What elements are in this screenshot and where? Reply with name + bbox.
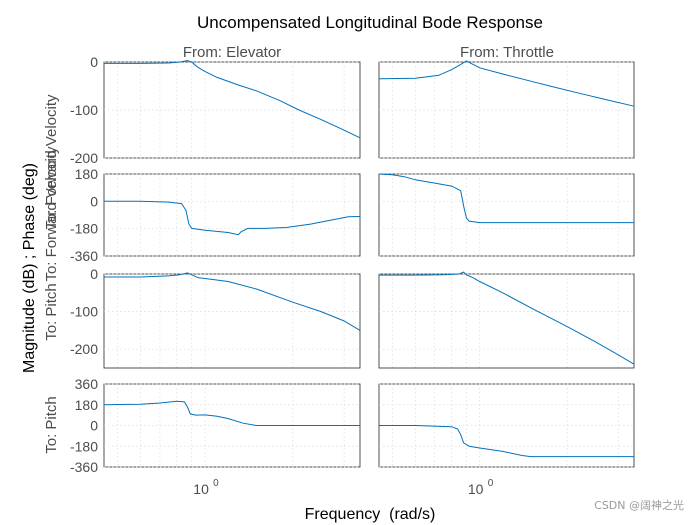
y-tick-label: -200 <box>70 150 98 166</box>
bode-trace <box>104 60 361 139</box>
y-tick-label: 180 <box>75 166 99 182</box>
subplot-grid: 0-100-2001800-180-3600-100-2003601800-18… <box>70 54 635 497</box>
bode-trace <box>103 400 360 426</box>
y-tick-label: 360 <box>75 376 99 392</box>
x-tick-exponent: 0 <box>488 478 494 489</box>
axes-box <box>103 273 361 369</box>
column-title-throttle: From: Throttle <box>460 44 554 61</box>
y-tick-label: 0 <box>90 418 98 434</box>
bode-trace <box>379 271 635 365</box>
y-tick-label: 0 <box>90 266 98 282</box>
watermark-text: CSDN @阔神之光 <box>594 499 684 512</box>
subplot-r1-c0: 180 0 -180 -360 <box>70 166 361 264</box>
row-label-forward-velocity-phase: To: Forward Velocity <box>43 146 60 282</box>
bode-trace <box>104 272 361 331</box>
y-tick-label: -200 <box>70 341 98 357</box>
subplot-r2-c1 <box>378 273 635 369</box>
row-label-pitch: To: Pitch <box>43 396 60 454</box>
y-tick-label: 0 <box>90 54 98 70</box>
y-tick-label: -180 <box>70 438 98 454</box>
y-tick-label: -360 <box>70 459 98 475</box>
bode-trace <box>378 173 634 224</box>
subplot-r0-c0: 0 -100 -200 <box>70 54 361 166</box>
row-label-forward-velocity: To: Forward Velocity <box>43 94 60 230</box>
x-tick-label: 10 <box>468 481 484 497</box>
y-tick-label: -100 <box>70 304 98 320</box>
axes-box <box>378 273 635 369</box>
row-label-pitch-magnitude: To: Pitch <box>43 283 60 341</box>
y-tick-label: 0 <box>90 193 98 209</box>
y-tick-label: 180 <box>75 397 99 413</box>
bode-trace <box>378 60 635 107</box>
axes-box <box>103 173 361 257</box>
chart-title: Uncompensated Longitudinal Bode Response <box>197 13 543 32</box>
y-tick-label: -180 <box>70 221 98 237</box>
bode-trace <box>379 425 634 458</box>
x-tick-label: 10 <box>193 481 209 497</box>
subplot-r1-c1 <box>378 173 635 257</box>
y-axis-label: Magnitude (dB) ; Phase (deg) <box>21 163 38 373</box>
axes-box <box>378 173 635 257</box>
y-tick-label: -100 <box>70 102 98 118</box>
column-title-elevator: From: Elevator <box>183 44 281 61</box>
bode-trace <box>104 200 361 236</box>
x-axis-label: Frequency (rad/s) <box>305 506 436 523</box>
x-tick-exponent: 0 <box>213 478 219 489</box>
subplot-r2-c0: 0 -100 -200 <box>70 266 361 369</box>
y-tick-label: -360 <box>70 248 98 264</box>
subplot-r0-c1 <box>378 61 635 159</box>
